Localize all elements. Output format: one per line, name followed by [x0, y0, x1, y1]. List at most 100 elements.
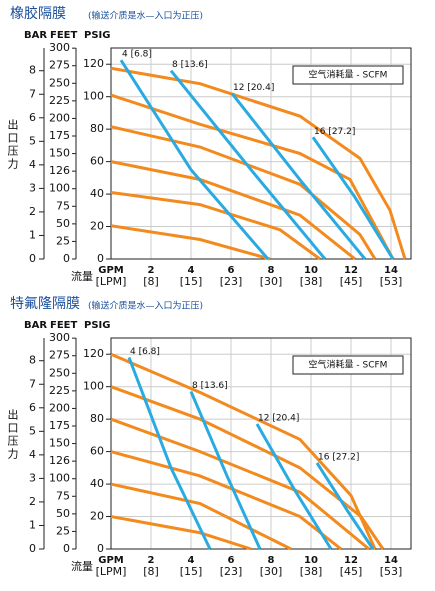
y-tick-label: 8 [29, 64, 36, 77]
y-tick-label: 25 [56, 234, 70, 247]
y-tick-label: 0 [97, 252, 104, 265]
y-tick-label: 4 [29, 158, 36, 171]
curve [119, 59, 270, 260]
y-tick-label: 150 [49, 437, 70, 450]
x-unit: GPM [98, 555, 124, 566]
curve [110, 515, 252, 551]
y-tick-label: 150 [49, 147, 70, 160]
y-tick-label: 50 [56, 507, 70, 520]
axis-unit: PSIG [84, 320, 110, 331]
x-axis-label: 流量 [71, 269, 93, 283]
x2-tick-label: [45] [340, 275, 363, 288]
x2-tick-label: [8] [143, 275, 159, 288]
x-tick-label: 10 [304, 555, 318, 566]
y-tick-label: 4 [29, 448, 36, 461]
curve [110, 93, 395, 260]
x-tick-label: 6 [228, 555, 235, 566]
y-tick-label: 225 [49, 384, 70, 397]
axis-unit: FEET [50, 320, 77, 331]
y-tick-label: 80 [90, 412, 104, 425]
y-tick-label: 7 [29, 377, 36, 390]
curve [110, 190, 321, 261]
curve [110, 482, 292, 551]
y-tick-label: 275 [49, 59, 70, 72]
x-tick-label: 10 [304, 265, 318, 276]
curve-label: 4 [6.8] [130, 347, 160, 357]
curve [110, 417, 370, 551]
legend-box [292, 65, 404, 85]
y-tick-label: 20 [90, 220, 104, 233]
curve-label: 8 [13.6] [192, 381, 228, 391]
curve-label: 16 [27.2] [314, 127, 355, 137]
y-tick-label: 200 [49, 111, 70, 124]
x2-tick-label: [23] [220, 275, 243, 288]
x2-tick-label: [15] [180, 565, 203, 578]
x2-tick-label: [38] [300, 565, 323, 578]
chart-subtitle: (输送介质是水—入口为正压) [88, 300, 203, 312]
y-tick-label: 40 [90, 187, 104, 200]
y-tick-label: 300 [49, 41, 70, 54]
y-tick-label: 50 [56, 217, 70, 230]
y-tick-label: 80 [90, 122, 104, 135]
curve [315, 462, 375, 550]
x-tick-label: 4 [188, 265, 195, 276]
y-tick-label: 225 [49, 94, 70, 107]
axis-unit: FEET [50, 30, 77, 41]
x2-tick-label: [15] [180, 275, 203, 288]
curve [230, 92, 367, 260]
y-tick-label: 0 [29, 252, 36, 265]
y-tick-label: 126 [49, 164, 70, 177]
x2-tick-label: [53] [380, 275, 403, 288]
chart-title: 特氟隆隔膜 [10, 296, 80, 312]
x2-tick-label: [38] [300, 275, 323, 288]
axis-unit: PSIG [84, 30, 110, 41]
y-axis-label: 出口压力 [6, 118, 19, 171]
x2-tick-label: [8] [143, 565, 159, 578]
y-tick-label: 0 [97, 542, 104, 555]
y-tick-label: 1 [29, 518, 36, 531]
curve [255, 423, 333, 550]
legend-title: 空气消耗量 - SCFM [309, 69, 388, 81]
x-tick-label: 4 [188, 555, 195, 566]
x-tick-label: 8 [268, 555, 275, 566]
y-tick-label: 100 [49, 472, 70, 485]
y-tick-label: 175 [49, 129, 70, 142]
y-tick-label: 3 [29, 181, 36, 194]
y-tick-label: 250 [49, 76, 70, 89]
curve [110, 160, 356, 261]
x-tick-label: 12 [344, 555, 358, 566]
y-tick-label: 126 [49, 454, 70, 467]
curve [169, 69, 327, 260]
y-tick-label: 0 [63, 252, 70, 265]
x-tick-label: 8 [268, 265, 275, 276]
y-tick-label: 75 [56, 489, 70, 502]
y-tick-label: 5 [29, 134, 36, 147]
x2-tick-label: [23] [220, 565, 243, 578]
chart-subtitle: (输送介质是水—入口为正压) [88, 10, 203, 22]
axis-unit: BAR [24, 30, 47, 41]
y-tick-label: 40 [90, 477, 104, 490]
y-tick-label: 60 [90, 155, 104, 168]
y-tick-label: 0 [63, 542, 70, 555]
y-tick-label: 3 [29, 471, 36, 484]
y-tick-label: 2 [29, 205, 36, 218]
y-tick-label: 120 [83, 347, 104, 360]
chart-title: 橡胶隔膜 [10, 5, 66, 22]
y-tick-label: 2 [29, 495, 36, 508]
curve-label: 12 [20.4] [258, 414, 299, 424]
y-tick-label: 300 [49, 331, 70, 344]
x2-tick-label: [45] [340, 565, 363, 578]
x-tick-label: 2 [148, 265, 155, 276]
x-tick-label: 6 [228, 265, 235, 276]
curve-label: 4 [6.8] [122, 50, 152, 60]
x2-tick-label: [53] [380, 565, 403, 578]
axis-unit: BAR [24, 320, 47, 331]
x-tick-label: 14 [384, 265, 398, 276]
y-tick-label: 6 [29, 401, 36, 414]
y-axis-label: 出口压力 [6, 408, 19, 461]
y-tick-label: 120 [83, 57, 104, 70]
curve [311, 136, 395, 260]
x-tick-label: 12 [344, 265, 358, 276]
x2-unit: [LPM] [96, 275, 127, 288]
